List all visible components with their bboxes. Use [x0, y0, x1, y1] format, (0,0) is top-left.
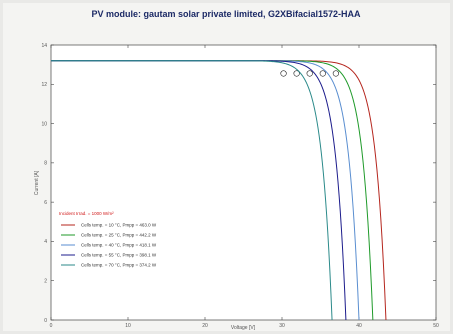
y-tick-label: 4 [44, 239, 47, 245]
mpp-marker-2 [319, 70, 326, 77]
legend-entry-1: Cells temp. = 10 °C, Pmpp = 463.0 W [81, 223, 157, 228]
x-tick-label: 10 [125, 323, 131, 329]
x-tick-label: 40 [356, 323, 362, 329]
y-tick-label: 6 [44, 200, 47, 206]
y-tick-label: 10 [41, 121, 47, 127]
y-axis: 0 2 4 6 8 10 12 14 [41, 43, 436, 324]
y-tick-label: 8 [44, 161, 47, 167]
x-tick-label: 50 [433, 323, 439, 329]
x-tick-label: 0 [50, 323, 53, 329]
y-tick-label: 2 [44, 279, 47, 285]
mpp-marker-5 [280, 70, 287, 77]
plot-area [50, 44, 437, 321]
legend-entry-4: Cells temp. = 55 °C, Pmpp = 398.1 W [81, 253, 157, 258]
chart-title: PV module: gautam solar private limited,… [91, 9, 361, 19]
x-tick-label: 20 [202, 323, 208, 329]
y-tick-label: 12 [41, 82, 47, 88]
legend-entry-3: Cells temp. = 40 °C, Pmpp = 418.1 W [81, 243, 157, 248]
y-axis-label: Current [A] [34, 170, 40, 195]
mpp-marker-1 [332, 70, 340, 77]
iv-curve-chart: PV module: gautam solar private limited,… [34, 9, 439, 331]
x-tick-label: 30 [279, 323, 285, 329]
legend-entry-2: Cells temp. = 25 °C, Pmpp = 442.2 W [81, 233, 157, 238]
mpp-marker-3 [306, 70, 313, 77]
legend: Incident Irrad. = 1000 W/m² Cells temp. … [59, 211, 157, 268]
y-tick-label: 0 [44, 318, 47, 324]
legend-entry-5: Cells temp. = 70 °C, Pmpp = 374.2 W [81, 263, 157, 268]
chart-figure: PV module: gautam solar private limited,… [3, 3, 450, 331]
x-axis-label: Voltage [V] [231, 325, 256, 331]
series-line-5 [51, 60, 333, 321]
series-group [51, 60, 387, 321]
legend-title: Incident Irrad. = 1000 W/m² [59, 211, 114, 216]
mpp-marker-4 [293, 70, 300, 77]
y-tick-label: 14 [41, 43, 47, 49]
